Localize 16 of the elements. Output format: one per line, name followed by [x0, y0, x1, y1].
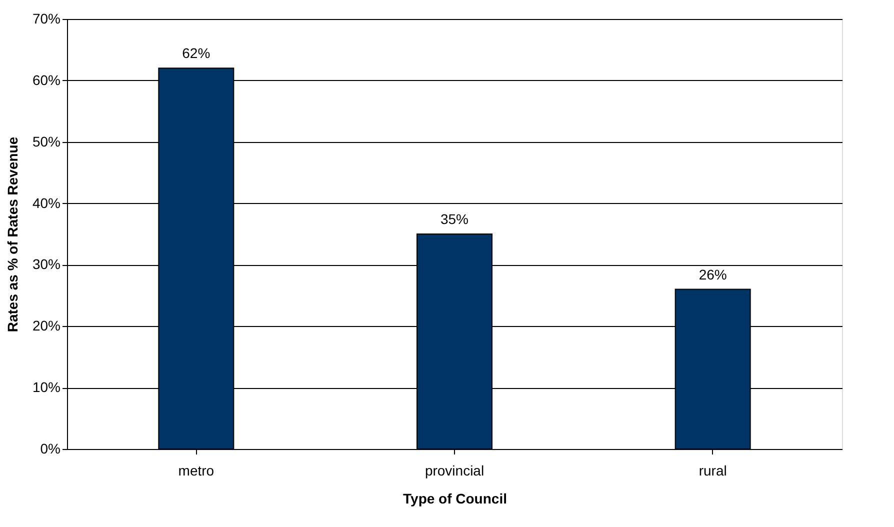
x-axis-title: Type of Council [403, 490, 507, 506]
data-label: 26% [698, 266, 727, 282]
data-label: 62% [182, 45, 210, 62]
x-tick-label: rural [698, 462, 727, 478]
x-tick-label: metro [178, 462, 214, 478]
y-tick-label: 20% [32, 318, 60, 334]
y-tick-label: 40% [32, 194, 60, 211]
y-tick-label: 50% [32, 133, 60, 150]
data-label: 35% [440, 211, 469, 227]
y-tick-label: 0% [40, 440, 60, 456]
y-tick-label: 30% [32, 256, 60, 272]
x-tick-label: provincial [424, 462, 484, 478]
y-tick-label: 60% [32, 72, 60, 88]
y-tick-label: 10% [32, 379, 60, 396]
y-tick-label: 70% [32, 10, 60, 26]
y-axis-title: Rates as % of Rates Revenue [4, 136, 20, 332]
